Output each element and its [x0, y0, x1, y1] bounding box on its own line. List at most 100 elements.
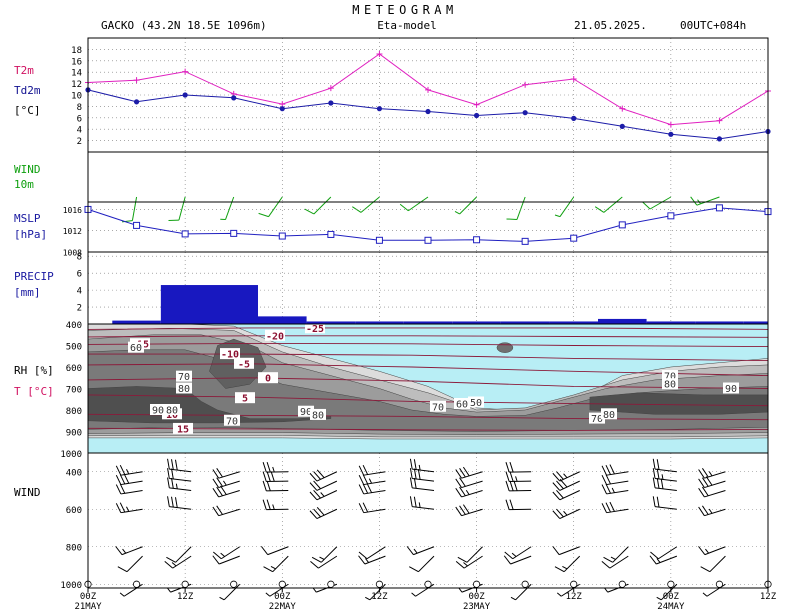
upper-wind-barb-feather [313, 480, 321, 490]
upper-wind-barb-feather [309, 482, 318, 491]
upper-wind-barb-feather [260, 546, 269, 555]
upper-wind-barb [175, 546, 192, 563]
upper-wind-barb-feather [652, 477, 656, 488]
upper-wind-barb-feather [223, 480, 227, 486]
upper-wind-barb-feather [212, 478, 220, 488]
mslp-point [618, 221, 626, 229]
upper-wind-barb-feather [652, 468, 656, 479]
upper-pressure-label: 400 [66, 468, 82, 478]
upper-wind-barb-feather [652, 458, 656, 470]
upper-wind-barb-feather [417, 469, 421, 480]
upper-wind-barb-feather [358, 474, 365, 485]
pressure-tick-label: 600 [66, 364, 82, 374]
upper-wind-barb-feather [212, 551, 222, 560]
td2m-point [133, 99, 140, 105]
upper-wind-barb-feather [119, 483, 126, 494]
upper-wind-barb-feather [313, 471, 321, 480]
t2m-point [133, 77, 140, 84]
precip-tick-label: 6 [77, 270, 82, 280]
td2m-point [376, 106, 383, 112]
upper-wind-barb-feather [605, 502, 611, 513]
upper-wind-barb [318, 555, 338, 569]
calm-marker [278, 580, 286, 588]
upper-wind-barb-feather [272, 504, 275, 510]
upper-wind-barb [461, 480, 483, 489]
upper-wind-barb-feather [702, 592, 708, 597]
upper-wind-barb [218, 480, 240, 489]
upper-wind-barb-feather [409, 458, 413, 470]
upper-wind-barb-feather [698, 487, 705, 498]
isotherm-line [87, 377, 769, 389]
rh-contour-label: 70 [178, 372, 190, 383]
upper-wind-barb-feather [115, 503, 122, 513]
td2m-point [522, 110, 528, 116]
mslp-label-2: [hPa] [14, 228, 47, 241]
upper-wind-barb-feather [702, 505, 709, 515]
date-label: 21.05.2025. [574, 19, 647, 32]
upper-wind-barb-feather [462, 466, 470, 477]
upper-wind-barb [658, 546, 678, 560]
upper-wind-barb-feather [708, 508, 713, 514]
upper-wind-barb-feather [601, 484, 608, 495]
td2m-point [571, 115, 577, 121]
rh-spot [496, 342, 514, 353]
upper-wind-barb-feather [656, 558, 661, 563]
day-label: 22MAY [269, 602, 297, 612]
upper-wind-barb-feather [115, 546, 123, 555]
time-tick-label: 00Z [663, 592, 680, 602]
upper-pressure-label: 600 [66, 506, 82, 516]
upper-wind-barb-feather [171, 459, 174, 470]
upper-wind-barb-feather [119, 502, 126, 513]
rh-contour-label: 80 [312, 410, 324, 421]
mslp-point [424, 236, 432, 244]
upper-wind-barb-feather [700, 566, 711, 573]
mslp-point [278, 232, 286, 240]
t2m-point [522, 81, 529, 88]
td2m-line [87, 89, 769, 140]
upper-wind-barb-feather [126, 469, 130, 475]
mslp-tick-label: 1012 [63, 227, 82, 236]
isotherm-label-bg [220, 348, 240, 360]
isotherm-label: 10 [166, 410, 178, 421]
upper-wind-barb-feather [313, 489, 321, 499]
upper-wind-barb-feather [358, 551, 368, 560]
upper-wind-barb [656, 555, 678, 565]
upper-wind-barb [461, 471, 483, 479]
upper-wind-barb-feather [462, 504, 470, 514]
upper-wind-barb-feather [656, 459, 660, 470]
rh-contour-label: 90 [300, 407, 312, 418]
upper-wind-barb-feather [552, 472, 561, 482]
precip-tick-label: 2 [77, 304, 82, 314]
isotherm-label: -20 [266, 331, 284, 342]
rh-label-bg [430, 400, 446, 412]
upper-wind-barb-feather [115, 484, 122, 495]
upper-wind-barb-feather [656, 477, 660, 489]
upper-wind-barb-feather [413, 496, 417, 508]
wind10m-label-1: WIND [14, 163, 41, 176]
calm-marker [327, 580, 335, 588]
upper-wind-barb [413, 546, 435, 556]
temp-tick-label: 14 [71, 69, 82, 79]
mslp-tick-label: 1008 [63, 249, 82, 258]
upper-wind-barb-feather [316, 469, 325, 478]
upper-wind-barb-feather [698, 478, 705, 488]
upper-wind-barb-feather [601, 503, 608, 513]
upper-wind-barb [223, 583, 241, 601]
upper-wind-barb [169, 487, 192, 491]
upper-wind-barb [121, 546, 143, 556]
upper-wind-barb [267, 546, 289, 556]
pressure-tick-label: 500 [66, 343, 82, 353]
time-axis: 00Z 12Z 00Z 12Z 00Z 12Z 00Z 12Z 21MAY 22MAY 23MAY 2… [74, 588, 777, 612]
upper-wind-barb-feather [556, 508, 564, 518]
upper-wind-barb-feather [263, 566, 273, 573]
upper-wind-barb-feather [601, 560, 611, 569]
upper-wind-barb-feather [702, 477, 709, 487]
calm-marker [618, 580, 626, 588]
rh-contour-label: 90 [725, 384, 737, 395]
rh-label-bg [662, 378, 678, 390]
upper-wind-barb [704, 490, 726, 498]
upper-wind-barb-feather [511, 552, 517, 557]
upper-wind-barb-feather [656, 596, 662, 601]
upper-wind-barb-feather [605, 474, 611, 485]
